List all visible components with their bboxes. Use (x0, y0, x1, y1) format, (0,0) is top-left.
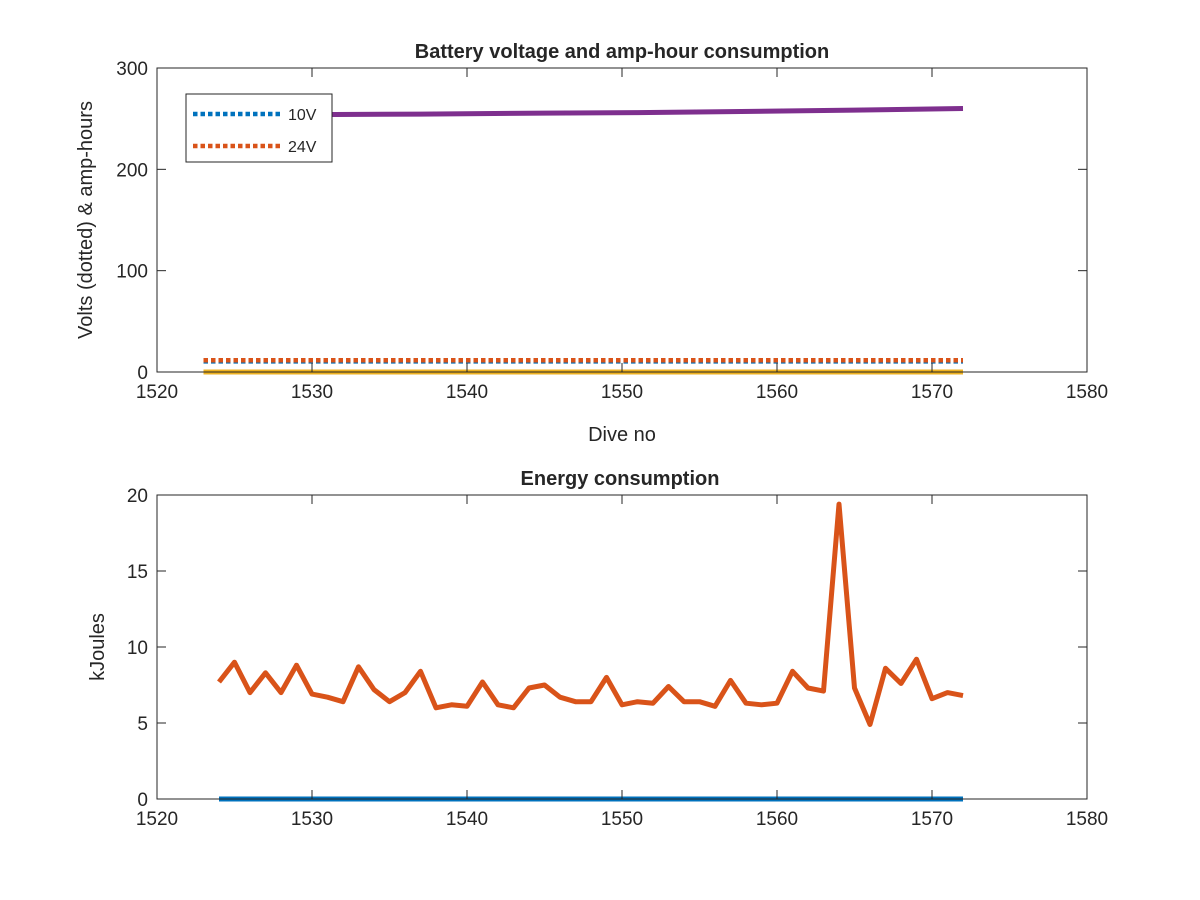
x-tick-label: 1550 (601, 809, 643, 830)
x-tick-label: 1560 (756, 809, 798, 830)
legend-box (185, 93, 333, 163)
x-tick-label: 1520 (136, 382, 178, 403)
legend-label-10v: 10V (288, 107, 317, 124)
y-tick-label: 15 (127, 562, 148, 583)
x-tick-label: 1580 (1066, 809, 1108, 830)
x-tick-label: 1530 (291, 382, 333, 403)
x-tick-label: 1530 (291, 809, 333, 830)
chart-title: Battery voltage and amp-hour consumption (415, 41, 829, 63)
y-tick-label: 5 (137, 714, 148, 735)
y-tick-label: 200 (116, 160, 148, 181)
y-tick-label: 0 (137, 363, 148, 384)
y-axis-label: Volts (dotted) & amp-hours (75, 101, 97, 339)
x-axis-label: Dive no (588, 424, 656, 446)
chart-title: Energy consumption (521, 468, 720, 490)
battery-voltage-panel: 1520 1530 1540 1550 1560 1570 1580 0 100 200 300 B… (75, 41, 1108, 446)
y-tick-label: 100 (116, 262, 148, 283)
x-tick-label: 1570 (911, 382, 953, 403)
legend-label-24v: 24V (288, 139, 317, 156)
x-tick-label: 1520 (136, 809, 178, 830)
y-tick-label: 0 (137, 790, 148, 811)
x-tick-label: 1550 (601, 382, 643, 403)
x-tick-label: 1580 (1066, 382, 1108, 403)
y-tick-label: 10 (127, 638, 148, 659)
plot-area (157, 495, 1087, 799)
y-tick-label: 20 (127, 486, 148, 507)
x-tick-label: 1570 (911, 809, 953, 830)
y-tick-label: 300 (116, 59, 148, 80)
legend: 10V 24V (185, 93, 333, 163)
x-tick-label: 1540 (446, 382, 488, 403)
series-line-1 (217, 501, 964, 727)
x-tick-label: 1560 (756, 382, 798, 403)
y-axis-label: kJoules (87, 613, 109, 681)
x-tick-label: 1540 (446, 809, 488, 830)
